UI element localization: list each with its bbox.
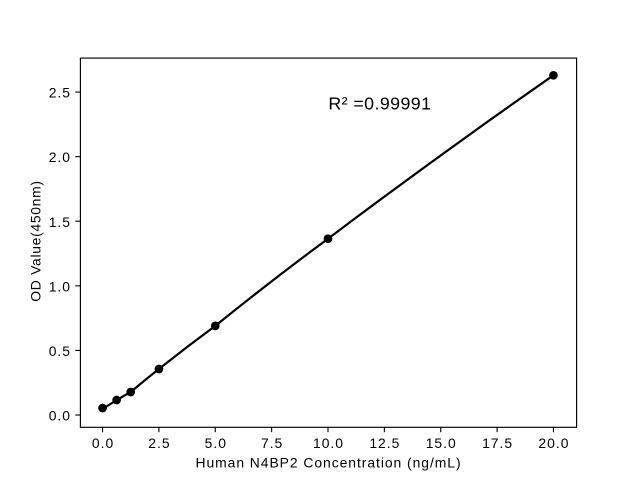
svg-text:Human N4BP2 Concentration (ng/: Human N4BP2 Concentration (ng/mL) [195, 455, 461, 471]
svg-text:0.0: 0.0 [92, 435, 114, 451]
svg-text:2.0: 2.0 [49, 149, 71, 165]
svg-text:0.5: 0.5 [49, 343, 71, 359]
svg-text:20.0: 20.0 [538, 435, 569, 451]
svg-text:5.0: 5.0 [205, 435, 227, 451]
svg-text:1.0: 1.0 [49, 278, 71, 294]
svg-text:2.5: 2.5 [49, 85, 71, 101]
svg-text:0.0: 0.0 [49, 408, 71, 424]
svg-text:7.5: 7.5 [261, 435, 283, 451]
svg-text:1.5: 1.5 [49, 214, 71, 230]
svg-text:12.5: 12.5 [369, 435, 400, 451]
svg-text:15.0: 15.0 [426, 435, 457, 451]
svg-text:2.5: 2.5 [148, 435, 170, 451]
svg-text:OD Value(450nm): OD Value(450nm) [27, 180, 43, 301]
svg-text:17.5: 17.5 [482, 435, 513, 451]
svg-text:10.0: 10.0 [313, 435, 344, 451]
svg-text:R² =0.99991: R² =0.99991 [328, 94, 431, 114]
